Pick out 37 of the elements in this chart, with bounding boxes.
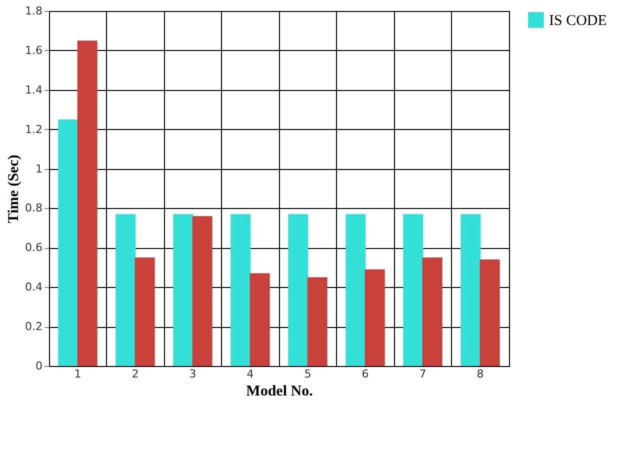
bar bbox=[230, 214, 251, 366]
x-tick-label: 6 bbox=[362, 368, 369, 380]
x-tick-label: 5 bbox=[304, 368, 312, 380]
x-tick-label: 3 bbox=[189, 368, 196, 380]
y-tick-label: 0 bbox=[36, 360, 42, 372]
bar bbox=[58, 119, 78, 366]
x-tick-label: 8 bbox=[476, 368, 484, 380]
y-tick-label: 0.8 bbox=[25, 202, 42, 215]
bar bbox=[422, 258, 442, 366]
bar bbox=[134, 258, 155, 366]
y-tick-label: 0.6 bbox=[25, 241, 42, 254]
y-axis-title: Time (Sec) bbox=[6, 154, 22, 224]
bar bbox=[403, 214, 424, 366]
bar bbox=[480, 260, 500, 366]
y-tick-label: 1 bbox=[36, 162, 42, 176]
bar bbox=[364, 269, 385, 366]
bar bbox=[77, 40, 98, 366]
legend-label: IS CODE bbox=[549, 13, 607, 29]
x-tick-label: 4 bbox=[246, 368, 254, 380]
x-tick-label: 7 bbox=[419, 368, 426, 380]
y-tick-label: 0.4 bbox=[25, 280, 42, 294]
bar bbox=[460, 214, 481, 366]
y-tick-label: 1.2 bbox=[25, 122, 42, 136]
y-tick-label: 0.2 bbox=[25, 320, 42, 334]
y-tick-label: 1.6 bbox=[25, 44, 42, 57]
x-tick-label: 2 bbox=[132, 368, 139, 380]
bar bbox=[192, 216, 212, 366]
bar bbox=[250, 273, 270, 366]
bar bbox=[346, 214, 366, 366]
bar bbox=[288, 214, 308, 366]
x-axis-title: Model No. bbox=[246, 384, 314, 400]
x-tick-label: 1 bbox=[74, 368, 82, 380]
y-tick-label: 1.8 bbox=[25, 4, 42, 18]
bar bbox=[307, 277, 328, 366]
bar bbox=[173, 214, 194, 366]
bar bbox=[116, 214, 136, 366]
y-tick-label: 1.4 bbox=[25, 83, 42, 96]
